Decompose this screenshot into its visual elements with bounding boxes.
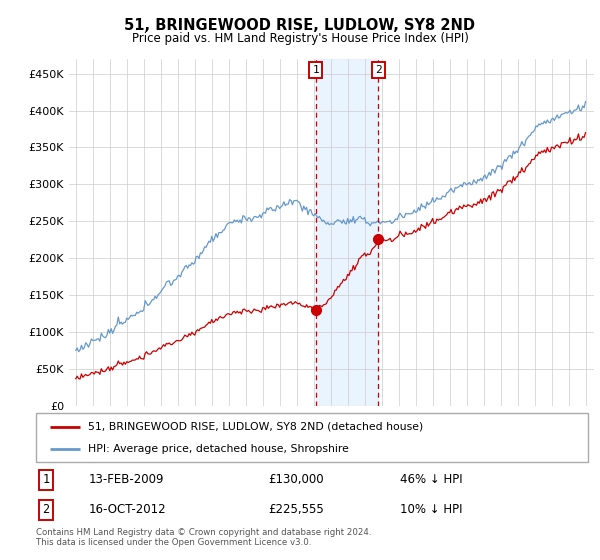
Text: £130,000: £130,000 [268,473,323,486]
Text: 10% ↓ HPI: 10% ↓ HPI [400,503,463,516]
Text: 16-OCT-2012: 16-OCT-2012 [88,503,166,516]
Bar [316,59,378,406]
Text: 1: 1 [43,473,49,486]
Text: Price paid vs. HM Land Registry's House Price Index (HPI): Price paid vs. HM Land Registry's House … [131,32,469,45]
Text: 2: 2 [374,65,382,75]
Text: 46% ↓ HPI: 46% ↓ HPI [400,473,463,486]
FancyBboxPatch shape [36,413,588,462]
Text: 1: 1 [313,65,319,75]
Text: 51, BRINGEWOOD RISE, LUDLOW, SY8 2ND: 51, BRINGEWOOD RISE, LUDLOW, SY8 2ND [125,18,476,33]
Text: 2: 2 [43,503,49,516]
Text: 51, BRINGEWOOD RISE, LUDLOW, SY8 2ND (detached house): 51, BRINGEWOOD RISE, LUDLOW, SY8 2ND (de… [88,422,424,432]
Text: Contains HM Land Registry data © Crown copyright and database right 2024.
This d: Contains HM Land Registry data © Crown c… [36,528,371,548]
Text: HPI: Average price, detached house, Shropshire: HPI: Average price, detached house, Shro… [88,444,349,454]
Text: £225,555: £225,555 [268,503,323,516]
Text: 13-FEB-2009: 13-FEB-2009 [88,473,164,486]
